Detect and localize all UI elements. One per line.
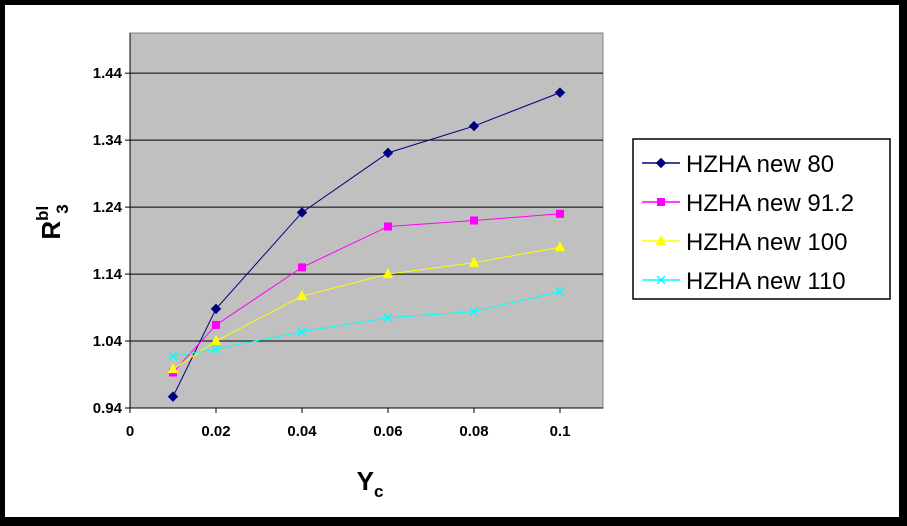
legend-box xyxy=(632,138,891,300)
legend-marker xyxy=(655,157,667,169)
legend-marker xyxy=(657,198,665,206)
data-point xyxy=(296,207,308,218)
series-line xyxy=(172,290,561,357)
data-point xyxy=(167,363,179,374)
y-tick-label: 1.24 xyxy=(93,199,123,216)
data-point xyxy=(384,222,392,231)
x-tick-label: 0 xyxy=(126,423,134,440)
axes xyxy=(125,33,603,413)
data-point xyxy=(296,290,308,301)
data-point xyxy=(298,263,306,272)
data-point xyxy=(210,334,222,346)
legend-label: HZHA new 110 xyxy=(686,268,846,295)
series-line xyxy=(172,213,561,373)
data-point xyxy=(556,209,564,218)
y-tick-label: 1.14 xyxy=(93,266,123,283)
y-tick-label: 0.94 xyxy=(93,400,123,417)
x-tick-label: 0.08 xyxy=(459,423,488,440)
data-point xyxy=(168,351,178,361)
data-point xyxy=(210,303,222,315)
legend-label: HZHA new 91.2 xyxy=(686,190,854,217)
y-tick-label: 1.04 xyxy=(93,333,123,350)
legend-item: HZHA new 110 xyxy=(642,268,846,295)
series-line xyxy=(172,246,561,370)
data-point xyxy=(555,286,565,297)
legend-item: HZHA new 100 xyxy=(642,229,847,256)
legend-label: HZHA new 100 xyxy=(686,229,847,256)
gridlines xyxy=(130,72,603,342)
data-point xyxy=(167,391,179,402)
series-group xyxy=(167,87,566,402)
legend-item: HZHA new 91.2 xyxy=(642,190,854,217)
data-point xyxy=(212,320,220,329)
y-tick-label: 1.34 xyxy=(93,132,123,149)
data-point xyxy=(554,87,566,98)
x-axis-title: Yc xyxy=(357,466,384,501)
legend-marker xyxy=(655,234,667,245)
x-tick-label: 0.04 xyxy=(287,423,317,440)
series-3 xyxy=(167,241,566,374)
data-point xyxy=(468,256,480,267)
data-point xyxy=(554,241,566,252)
x-tick-label: 0.06 xyxy=(373,423,402,440)
data-point xyxy=(469,307,479,317)
x-tick-labels: 0 0.02 0.04 0.06 0.08 0.1 xyxy=(126,423,571,440)
series-line xyxy=(172,92,561,397)
data-point xyxy=(297,327,307,337)
y-tick-label: 1.44 xyxy=(93,65,123,82)
data-point xyxy=(382,268,394,279)
series-1 xyxy=(167,87,566,402)
y-tick-labels: 0.94 1.04 1.14 1.24 1.34 1.44 xyxy=(93,65,123,417)
legend-marker xyxy=(656,275,666,285)
data-point xyxy=(383,313,393,323)
series-4 xyxy=(168,286,565,361)
data-point xyxy=(382,147,394,159)
x-tick-label: 0.1 xyxy=(550,423,571,440)
legend: HZHA new 80 HZHA new 91.2 HZHA new 100 HZHA… xyxy=(632,138,891,300)
legend-label: HZHA new 80 xyxy=(686,151,834,178)
data-point xyxy=(470,216,478,225)
y-axis-title: Rbl3 xyxy=(33,204,72,239)
x-tick-label: 0.02 xyxy=(201,423,230,440)
data-point xyxy=(468,120,480,132)
legend-item: HZHA new 80 xyxy=(642,151,834,178)
data-point xyxy=(211,344,221,354)
